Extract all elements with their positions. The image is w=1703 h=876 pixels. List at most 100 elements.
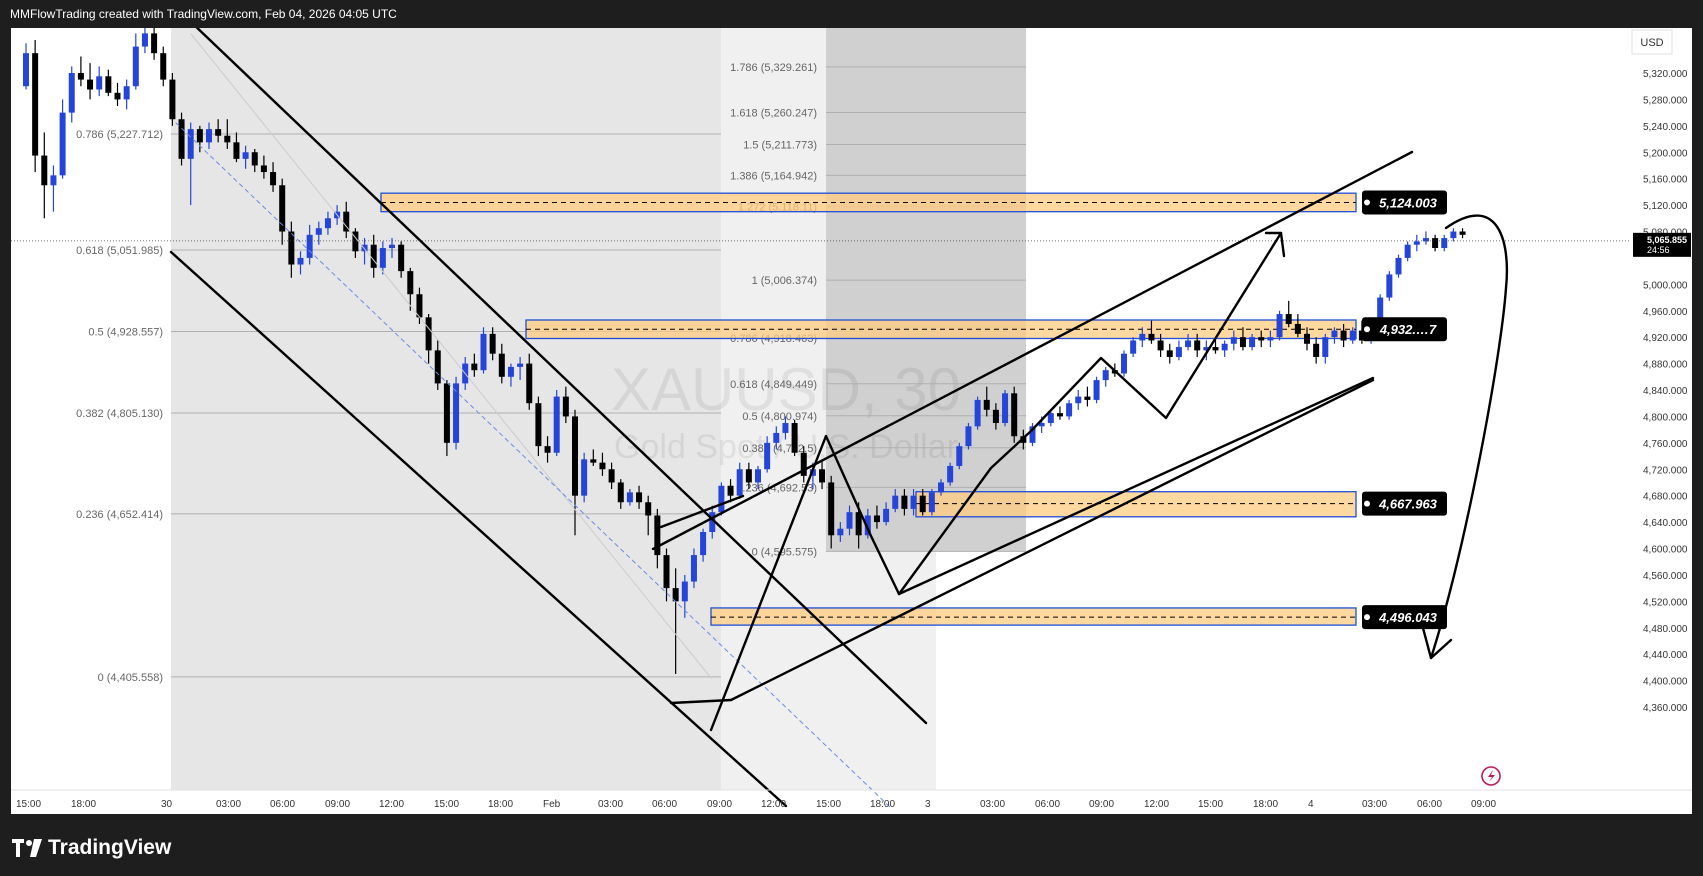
candle-body — [700, 531, 707, 556]
candle — [389, 238, 395, 258]
candle-body — [343, 211, 350, 232]
candle — [599, 452, 606, 476]
candle-body — [1340, 330, 1347, 341]
candle — [636, 485, 643, 509]
price-chart[interactable]: XAUUSD, 30 Gold Spot / U.S. Dollar 0.786… — [11, 28, 1692, 814]
price-tick-label: 5,200.000 — [1643, 148, 1688, 159]
currency-label: USD — [1640, 37, 1663, 49]
watermark-symbol: XAUUSD, 30 — [611, 356, 961, 423]
candle-body — [407, 271, 414, 295]
projection-arrowhead — [1421, 626, 1453, 660]
candle-body — [1322, 337, 1329, 357]
candle-body — [1377, 297, 1384, 324]
candle — [608, 462, 615, 490]
candle — [700, 528, 707, 562]
candle-body — [709, 512, 716, 532]
candle-body — [151, 33, 158, 54]
candle-body — [626, 492, 633, 503]
candle-body — [324, 218, 331, 229]
candle — [727, 479, 734, 503]
projection-curve-arrow — [1429, 214, 1509, 660]
candle-body — [379, 248, 386, 268]
time-tick-label: 3 — [925, 799, 931, 810]
price-tick-label: 4,440.000 — [1643, 650, 1688, 661]
candle — [151, 28, 158, 60]
candle-body — [1395, 257, 1402, 275]
candle-body — [1258, 337, 1265, 341]
candle — [883, 502, 890, 526]
candle-body — [1432, 238, 1439, 249]
candle-body — [160, 53, 167, 80]
candle — [87, 63, 94, 100]
time-tick-label: 09:00 — [325, 799, 350, 810]
candle-body — [306, 234, 313, 258]
candle-body — [114, 92, 121, 100]
zone-label-text: 4,667.963 — [1378, 497, 1438, 512]
candle — [141, 28, 148, 54]
candle — [169, 73, 176, 126]
candle — [572, 409, 578, 536]
last-price-value: 5,065.855 — [1647, 235, 1687, 245]
candle-body — [251, 152, 258, 166]
candle — [1395, 254, 1402, 278]
candle — [315, 221, 322, 245]
candle — [425, 314, 432, 364]
candle — [105, 69, 112, 97]
candle — [1422, 231, 1429, 245]
candle-body — [1239, 337, 1246, 348]
candle-body — [846, 512, 853, 529]
candle — [1194, 333, 1201, 357]
candle-body — [169, 79, 176, 120]
candle-body — [645, 502, 652, 516]
candle-body — [873, 515, 880, 523]
candle — [1221, 340, 1228, 357]
candle-body — [544, 446, 551, 453]
candle-body — [68, 73, 75, 113]
candle-body — [1267, 337, 1274, 341]
zone-label-bg — [1362, 317, 1447, 342]
tradingview-logo-icon — [12, 839, 42, 857]
candle-body — [1066, 403, 1073, 417]
candle-body — [96, 76, 103, 90]
tradingview-logo[interactable]: TradingView — [12, 836, 171, 860]
candle — [535, 396, 542, 457]
candle — [1056, 406, 1063, 420]
candle — [1230, 330, 1237, 351]
candle-body — [141, 33, 148, 47]
candle-body — [270, 172, 277, 186]
price-tick-label: 4,760.000 — [1643, 439, 1688, 450]
candle — [1066, 399, 1073, 420]
candle-body — [398, 244, 405, 272]
fibonacci-levels: 0.786 (5,227.712) 0.618 (5,051.985) 0.5 (4… — [76, 62, 1026, 684]
candle — [96, 66, 103, 97]
candle-body — [361, 244, 368, 252]
candle-body — [581, 459, 588, 496]
price-tick-label: 4,600.000 — [1643, 545, 1688, 556]
candle — [791, 419, 798, 457]
candle — [507, 363, 514, 387]
candle — [453, 376, 460, 450]
candle-body — [672, 588, 679, 602]
candle — [132, 33, 139, 90]
candle — [1459, 228, 1466, 239]
candle — [718, 482, 725, 516]
candle-body — [855, 512, 862, 536]
candle — [1294, 314, 1301, 338]
candle — [1304, 327, 1310, 351]
chart-frame[interactable]: XAUUSD, 30 Gold Spot / U.S. Dollar 0.786… — [11, 28, 1692, 814]
trend-drawings — [169, 28, 1509, 809]
price-tick-label: 4,720.000 — [1643, 465, 1688, 476]
last-price-countdown: 24:56 — [1647, 245, 1670, 255]
time-tick-label: 03:00 — [1362, 799, 1387, 810]
candle — [489, 327, 496, 361]
fib-right-label: 1 (5,006.374) — [752, 275, 817, 287]
lightning-icon — [1481, 766, 1501, 786]
candle-body — [59, 112, 66, 176]
zone-label-text: 4,932.…7 — [1379, 322, 1437, 337]
candle-body — [480, 333, 487, 371]
shaded-regions — [171, 28, 1026, 790]
candle — [626, 489, 633, 506]
candle-body — [50, 175, 57, 186]
candle-body — [590, 459, 597, 463]
candle-body — [928, 492, 935, 513]
